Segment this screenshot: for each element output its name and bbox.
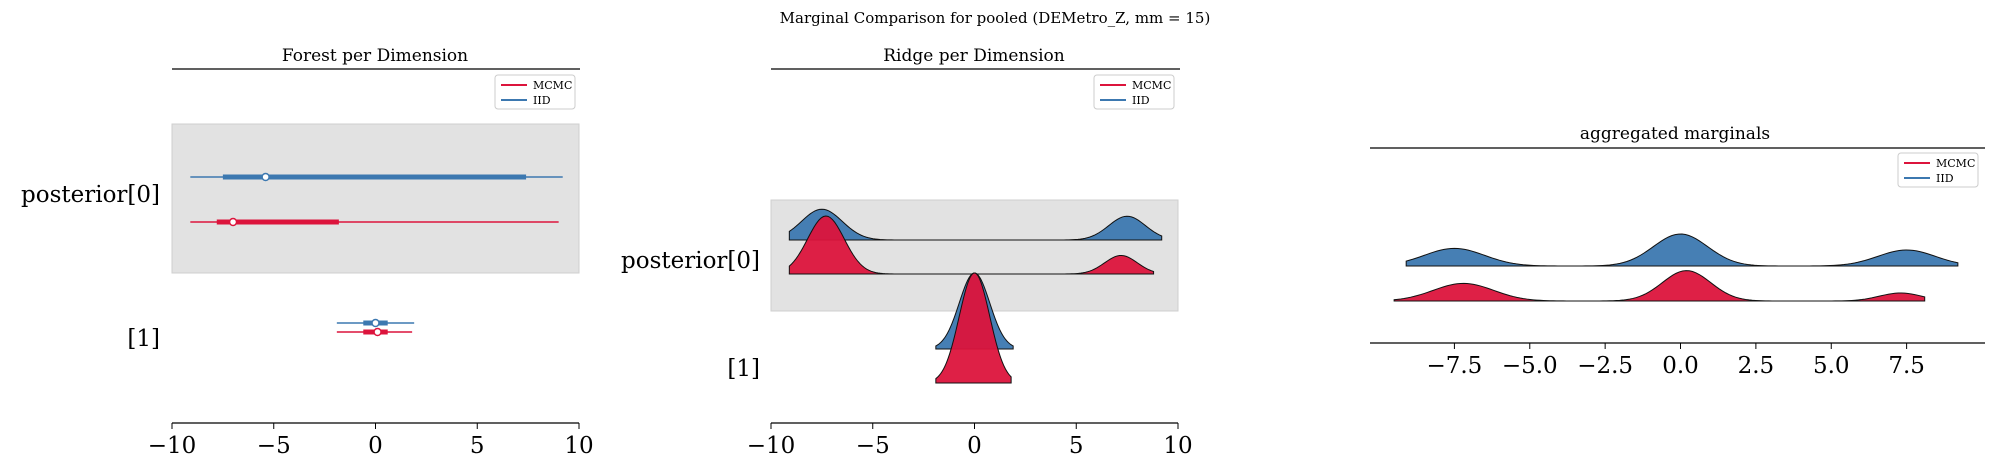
ridge-density-mcmc: [935, 272, 1012, 384]
aggregated-x-tick-label: −7.5: [1426, 353, 1482, 379]
aggregated-x-tick-label: 5.0: [1813, 353, 1850, 379]
aggregated-x-tick-label: 0.0: [1662, 353, 1699, 379]
figure-suptitle: Marginal Comparison for pooled (DEMetro_…: [780, 9, 1211, 27]
aggregated-x-tick-label: 2.5: [1738, 353, 1775, 379]
aggregated-x-tick-label: −5.0: [1502, 353, 1558, 379]
ridge-row-label: posterior[0]: [621, 248, 760, 274]
forest-median-iid: [261, 172, 270, 182]
aggregated-title: aggregated marginals: [1580, 124, 1770, 144]
forest-row-label: [1]: [127, 326, 160, 352]
forest-legend-label-iid: IID: [533, 94, 551, 107]
ridge-x-tick-label: 10: [1163, 433, 1192, 459]
forest-row-band: [171, 123, 580, 274]
aggregated-legend-label-iid: IID: [1936, 172, 1954, 185]
ridge-legend-label-iid: IID: [1132, 94, 1150, 107]
forest-x-tick-label: −5: [257, 433, 291, 459]
aggregated-panel: aggregated marginals −7.5 −5.0 −2.5 0.0 2.5 5…: [1370, 124, 1985, 379]
forest-x-tick-label: 0: [368, 433, 383, 459]
aggregated-density-iid: [1405, 233, 1959, 267]
ridge-panel: Ridge per Dimension posterior[0] [1] −10 −5…: [621, 46, 1193, 459]
aggregated-x-tick-label: 7.5: [1888, 353, 1925, 379]
aggregated-density-mcmc: [1393, 270, 1926, 302]
forest-x-tick-label: 5: [470, 433, 485, 459]
ridge-x-tick-label: −10: [747, 433, 796, 459]
ridge-legend-label-mcmc: MCMC: [1132, 79, 1171, 92]
forest-median-iid: [371, 318, 380, 328]
ridge-title: Ridge per Dimension: [883, 46, 1065, 66]
ridge-x-tick-label: 0: [967, 433, 982, 459]
aggregated-legend-label-mcmc: MCMC: [1936, 157, 1975, 170]
forest-x-tick-label: 10: [564, 433, 593, 459]
forest-median-mcmc: [373, 327, 382, 337]
aggregated-x-tick-label: −2.5: [1577, 353, 1633, 379]
forest-row-label: posterior[0]: [21, 182, 160, 208]
forest-legend-label-mcmc: MCMC: [533, 79, 572, 92]
ridge-x-tick-label: 5: [1069, 433, 1084, 459]
forest-panel: Forest per Dimension posterior[0] [1] −10 −…: [21, 46, 594, 459]
forest-x-tick-label: −10: [148, 433, 197, 459]
forest-median-mcmc: [228, 217, 238, 227]
forest-title: Forest per Dimension: [282, 46, 468, 66]
ridge-x-tick-label: −5: [856, 433, 890, 459]
ridge-row-label: [1]: [727, 356, 760, 382]
